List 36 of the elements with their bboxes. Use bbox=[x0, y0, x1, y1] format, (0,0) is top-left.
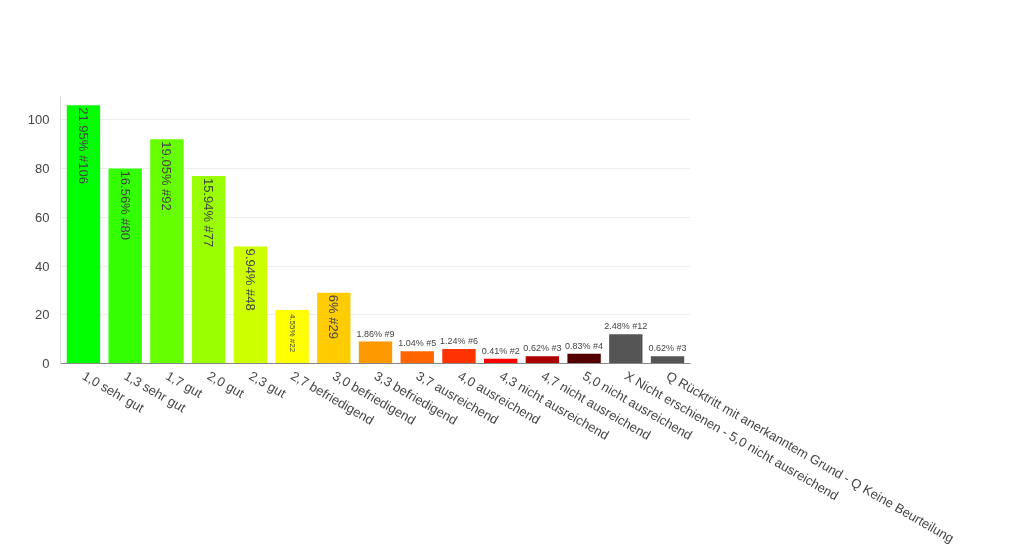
data-label: 2.48% #12 bbox=[604, 321, 648, 332]
data-label: 1.24% #6 bbox=[439, 335, 478, 346]
bar bbox=[650, 356, 685, 364]
y-tick-label: 0 bbox=[42, 356, 50, 371]
x-tick-label: 2,3 gut bbox=[246, 368, 289, 402]
y-tick-label: 80 bbox=[35, 161, 50, 177]
data-label: 19.05% #92 bbox=[159, 141, 175, 211]
data-label: 0.41% #2 bbox=[481, 345, 520, 356]
data-label: 1.86% #9 bbox=[356, 328, 395, 339]
bar bbox=[358, 341, 393, 364]
y-tick-label: 40 bbox=[35, 258, 50, 274]
bar bbox=[150, 139, 184, 364]
bar bbox=[567, 353, 601, 364]
data-label: 9.94% #48 bbox=[242, 248, 258, 311]
data-label: 0.62% #3 bbox=[648, 343, 687, 354]
data-label: 0.62% #3 bbox=[523, 343, 562, 354]
x-tick-label: 2,0 gut bbox=[204, 368, 248, 402]
data-label: 4.55% #22 bbox=[287, 313, 297, 353]
y-tick-label: 100 bbox=[27, 112, 50, 128]
data-label: 0.83% #4 bbox=[565, 340, 604, 351]
bar bbox=[191, 175, 226, 364]
y-tick-label: 20 bbox=[35, 307, 50, 323]
bar bbox=[233, 246, 268, 364]
bar bbox=[442, 348, 476, 364]
data-label: 6% #29 bbox=[326, 294, 342, 339]
bar bbox=[609, 334, 643, 364]
bar bbox=[108, 168, 142, 364]
data-label: 21.95% #106 bbox=[75, 107, 91, 184]
data-label: 1.04% #5 bbox=[398, 338, 437, 349]
data-label: 16.56% #80 bbox=[117, 170, 133, 240]
bar bbox=[66, 105, 101, 364]
data-label: 15.94% #77 bbox=[201, 177, 217, 248]
y-tick-label: 60 bbox=[35, 209, 50, 225]
bar bbox=[525, 356, 560, 364]
bar bbox=[275, 309, 309, 364]
bar bbox=[400, 351, 434, 364]
